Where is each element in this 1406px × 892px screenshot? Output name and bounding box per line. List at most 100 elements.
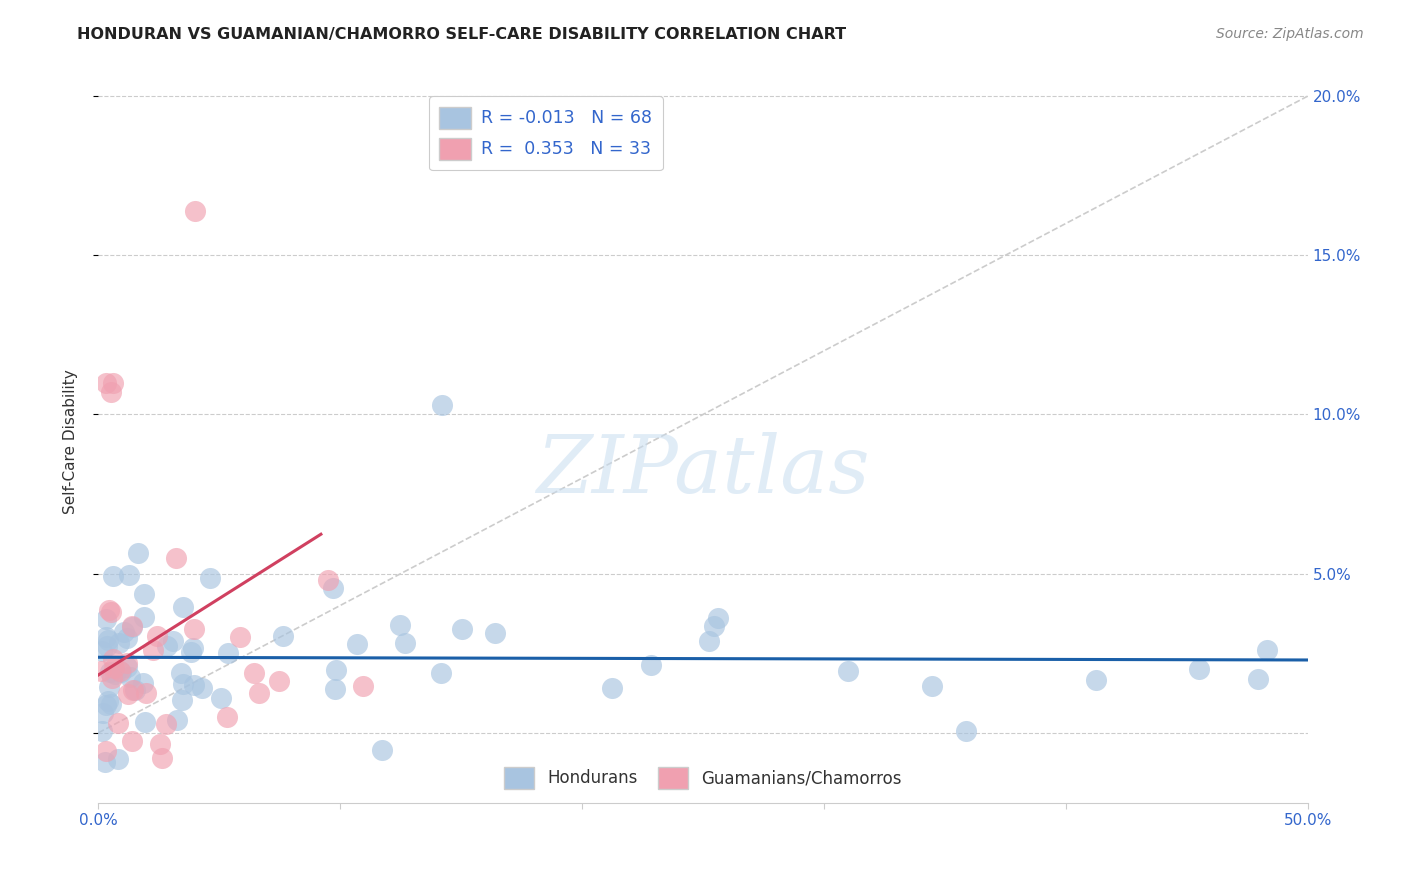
Point xyxy=(100,698,122,712)
Point xyxy=(155,717,177,731)
Point xyxy=(209,690,232,705)
Point xyxy=(98,665,121,679)
Point xyxy=(1085,673,1108,687)
Point xyxy=(120,670,142,684)
Y-axis label: Self-Care Disability: Self-Care Disability xyxy=(63,369,77,514)
Point xyxy=(352,679,374,693)
Point xyxy=(170,665,193,680)
Point xyxy=(697,633,720,648)
Point xyxy=(121,618,143,632)
Point xyxy=(217,646,239,660)
Point xyxy=(191,681,214,695)
Point xyxy=(94,376,117,390)
Point xyxy=(134,587,156,601)
Point xyxy=(94,612,117,626)
Point xyxy=(118,567,141,582)
Point xyxy=(103,661,125,675)
Point xyxy=(104,667,127,681)
Point xyxy=(94,744,117,758)
Point xyxy=(115,660,138,674)
Point xyxy=(183,622,205,636)
Point xyxy=(1247,672,1270,686)
Point xyxy=(430,665,453,680)
Point xyxy=(172,677,194,691)
Point xyxy=(921,679,943,693)
Point xyxy=(1256,643,1278,657)
Point xyxy=(394,636,416,650)
Point xyxy=(101,376,124,390)
Point xyxy=(117,686,139,700)
Point xyxy=(703,619,725,633)
Point xyxy=(97,681,120,695)
Point xyxy=(484,626,506,640)
Point xyxy=(101,569,124,583)
Point xyxy=(229,630,252,644)
Point xyxy=(142,643,165,657)
Text: HONDURAN VS GUAMANIAN/CHAMORRO SELF-CARE DISABILITY CORRELATION CHART: HONDURAN VS GUAMANIAN/CHAMORRO SELF-CARE… xyxy=(77,27,846,42)
Text: ZIPatlas: ZIPatlas xyxy=(536,432,870,509)
Point xyxy=(107,715,129,730)
Text: Source: ZipAtlas.com: Source: ZipAtlas.com xyxy=(1216,27,1364,41)
Point xyxy=(389,618,412,632)
Point xyxy=(97,694,120,708)
Point xyxy=(243,666,266,681)
Point xyxy=(316,573,339,587)
Point xyxy=(97,633,120,648)
Point xyxy=(149,737,172,751)
Point xyxy=(346,637,368,651)
Point xyxy=(134,715,156,730)
Point xyxy=(181,641,204,656)
Point xyxy=(110,665,132,679)
Point xyxy=(600,681,623,696)
Point xyxy=(450,623,472,637)
Point xyxy=(90,644,112,658)
Point xyxy=(100,606,122,620)
Point xyxy=(325,664,347,678)
Point xyxy=(121,734,143,748)
Point xyxy=(271,629,294,643)
Point xyxy=(96,639,118,653)
Point xyxy=(97,603,120,617)
Point xyxy=(94,698,117,712)
Point xyxy=(117,631,139,645)
Point xyxy=(108,635,131,649)
Point xyxy=(955,724,977,739)
Point xyxy=(165,550,187,565)
Point xyxy=(108,664,131,678)
Point xyxy=(132,609,155,624)
Point xyxy=(325,681,347,696)
Point xyxy=(146,630,169,644)
Point xyxy=(172,693,194,707)
Point xyxy=(132,676,155,690)
Point xyxy=(90,664,112,678)
Point xyxy=(180,645,202,659)
Point xyxy=(837,665,859,679)
Point xyxy=(101,652,124,666)
Point xyxy=(183,678,205,692)
Point xyxy=(135,686,157,700)
Point xyxy=(217,710,239,724)
Point xyxy=(155,639,177,653)
Point xyxy=(1188,662,1211,676)
Point xyxy=(172,599,194,614)
Point xyxy=(100,385,122,400)
Point xyxy=(122,683,145,698)
Point xyxy=(267,673,290,688)
Point xyxy=(124,683,146,698)
Point xyxy=(247,686,270,700)
Point xyxy=(150,750,173,764)
Point xyxy=(115,656,138,670)
Point xyxy=(107,751,129,765)
Point xyxy=(112,625,135,640)
Legend: Hondurans, Guamanians/Chamorros: Hondurans, Guamanians/Chamorros xyxy=(498,761,908,795)
Point xyxy=(370,743,392,757)
Point xyxy=(94,755,117,769)
Point xyxy=(100,671,122,685)
Point xyxy=(640,657,662,672)
Point xyxy=(94,630,117,644)
Point xyxy=(200,570,222,584)
Point xyxy=(121,620,143,634)
Point xyxy=(162,633,184,648)
Point xyxy=(707,611,730,625)
Point xyxy=(127,546,149,560)
